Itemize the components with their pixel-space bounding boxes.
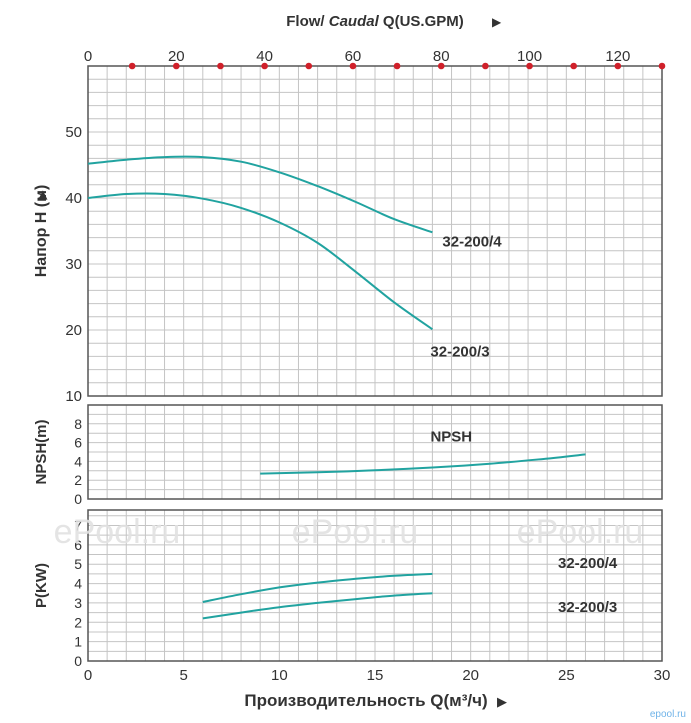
- top-axis-dot: [261, 62, 268, 70]
- x-tick-label: 15: [367, 667, 384, 684]
- series-line-npsh: [260, 453, 586, 475]
- top-axis-dot: [437, 62, 445, 70]
- y-tick-label: 4: [74, 453, 82, 469]
- top-axis-title: Flow/ Caudal Q(US.GPM): [286, 13, 464, 30]
- x-tick-label: 30: [654, 667, 671, 684]
- y-tick-label: 2: [74, 614, 82, 630]
- top-axis-tick-label: 60: [345, 48, 362, 65]
- y-tick-label: 30: [65, 256, 82, 273]
- top-axis-tick-label: 0: [84, 48, 92, 65]
- y-tick-label: 20: [65, 322, 82, 339]
- top-axis-dot: [217, 62, 224, 70]
- top-axis-tick-label: 20: [168, 48, 185, 65]
- panel-frame: [87, 509, 663, 662]
- x-axis-arrow: ▶: [497, 694, 507, 709]
- watermark-text: ePool.ru: [517, 513, 644, 551]
- watermark-text: ePool.ru: [292, 513, 419, 551]
- top-axis-dot: [570, 62, 577, 70]
- y-tick-label: 50: [65, 124, 82, 141]
- y-tick-label: 5: [74, 556, 82, 572]
- y-tick-label: 40: [65, 190, 82, 207]
- series-line-32-200-4: [87, 155, 433, 234]
- panel-frame: [87, 65, 663, 397]
- y-tick-label: 7: [74, 517, 82, 533]
- x-tick-label: 0: [84, 667, 92, 684]
- y-axis-title: P(KW): [33, 563, 50, 608]
- series-label: 32-200/4: [442, 233, 502, 250]
- series-line-32-200-3: [87, 192, 433, 331]
- corner-watermark: epool.ru: [650, 709, 686, 720]
- top-axis-arrow: ▶: [492, 15, 502, 29]
- top-axis-dot: [305, 62, 313, 70]
- top-axis-tick-label: 120: [605, 48, 630, 65]
- y-tick-label: 0: [74, 653, 82, 669]
- watermark-text: ePool.ru: [54, 513, 181, 551]
- y-tick-label: 3: [74, 595, 82, 611]
- top-axis-dot: [173, 62, 180, 70]
- top-axis-dot: [349, 62, 357, 70]
- top-axis-dot: [614, 62, 622, 70]
- top-axis-tick-label: 100: [517, 48, 542, 65]
- y-axis-title: Напор H (м): [33, 185, 50, 278]
- x-axis-title: Производительность Q(м³/ч): [244, 691, 487, 710]
- y-axis-title: NPSH(m): [33, 419, 50, 484]
- series-layer: 32-200/4 32-200/3 NPSH 32-200/4 32-200/3: [87, 155, 618, 620]
- top-axis-dot: [482, 62, 489, 70]
- top-axis-dot: [526, 62, 533, 70]
- series-label: 32-200/4: [558, 555, 618, 572]
- top-axis-tick-label: 80: [433, 48, 450, 65]
- series-label: 32-200/3: [558, 599, 617, 616]
- panel-frame: [87, 404, 663, 500]
- x-tick-label: 10: [271, 667, 288, 684]
- grid-layer: [87, 65, 663, 662]
- y-axis-arrow: ▶: [35, 190, 49, 200]
- top-axis-dot: [393, 62, 401, 70]
- y-tick-label: 1: [74, 634, 82, 650]
- top-axis-dot: [128, 62, 136, 70]
- top-axis-dot: [658, 62, 666, 70]
- series-line-32-200-4: [202, 572, 433, 603]
- y-tick-label: 6: [74, 435, 82, 451]
- x-tick-label: 5: [179, 667, 187, 684]
- series-label: NPSH: [430, 428, 472, 445]
- series-line-32-200-3: [202, 592, 433, 620]
- x-tick-label: 25: [558, 667, 575, 684]
- y-tick-label: 8: [74, 416, 82, 432]
- x-tick-label: 20: [462, 667, 479, 684]
- y-tick-label: 0: [74, 491, 82, 507]
- series-label: 32-200/3: [430, 343, 489, 360]
- top-axis-tick-label: 40: [256, 48, 273, 65]
- y-tick-label: 2: [74, 472, 82, 488]
- y-tick-label: 4: [74, 576, 82, 592]
- y-tick-label: 10: [65, 388, 82, 405]
- y-tick-label: 6: [74, 537, 82, 553]
